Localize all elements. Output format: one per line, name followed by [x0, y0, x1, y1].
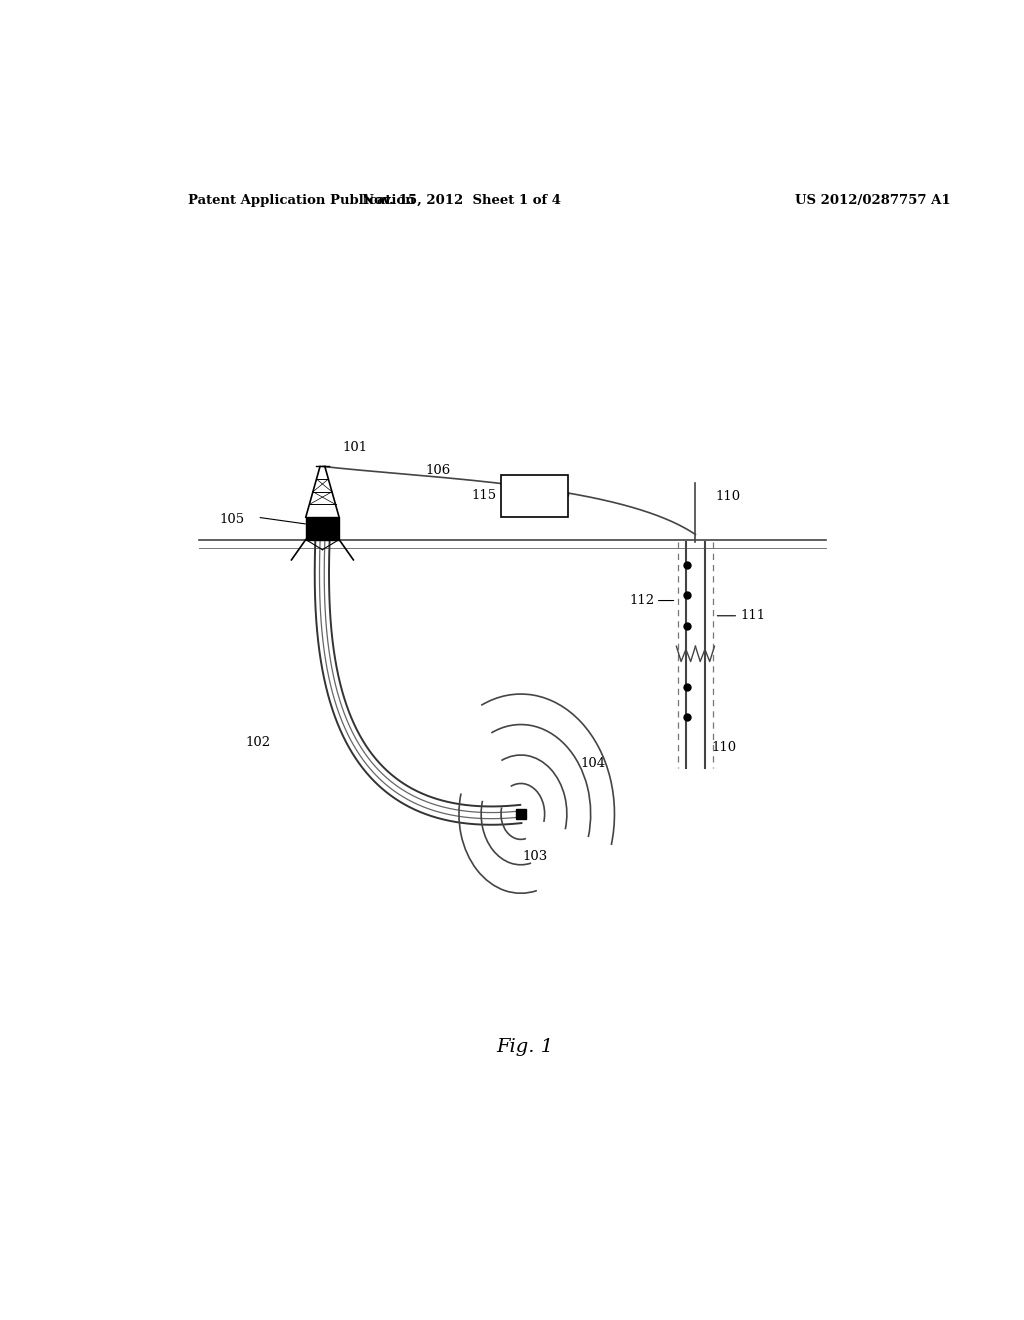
Text: 106: 106 — [426, 463, 451, 477]
Text: 101: 101 — [342, 441, 368, 454]
Text: 115: 115 — [472, 490, 497, 503]
Bar — [501, 474, 568, 517]
Text: 110: 110 — [712, 742, 736, 755]
Text: 112: 112 — [629, 594, 654, 607]
Text: 104: 104 — [581, 756, 605, 770]
Text: US 2012/0287757 A1: US 2012/0287757 A1 — [795, 194, 950, 207]
Text: 110: 110 — [715, 490, 740, 503]
Text: 102: 102 — [246, 737, 270, 750]
Text: Patent Application Publication: Patent Application Publication — [187, 194, 415, 207]
Bar — [306, 517, 339, 540]
Text: Fig. 1: Fig. 1 — [497, 1038, 553, 1056]
Text: 111: 111 — [740, 610, 766, 622]
Text: 103: 103 — [522, 850, 548, 862]
Text: Nov. 15, 2012  Sheet 1 of 4: Nov. 15, 2012 Sheet 1 of 4 — [361, 194, 561, 207]
Text: 105: 105 — [219, 512, 245, 525]
